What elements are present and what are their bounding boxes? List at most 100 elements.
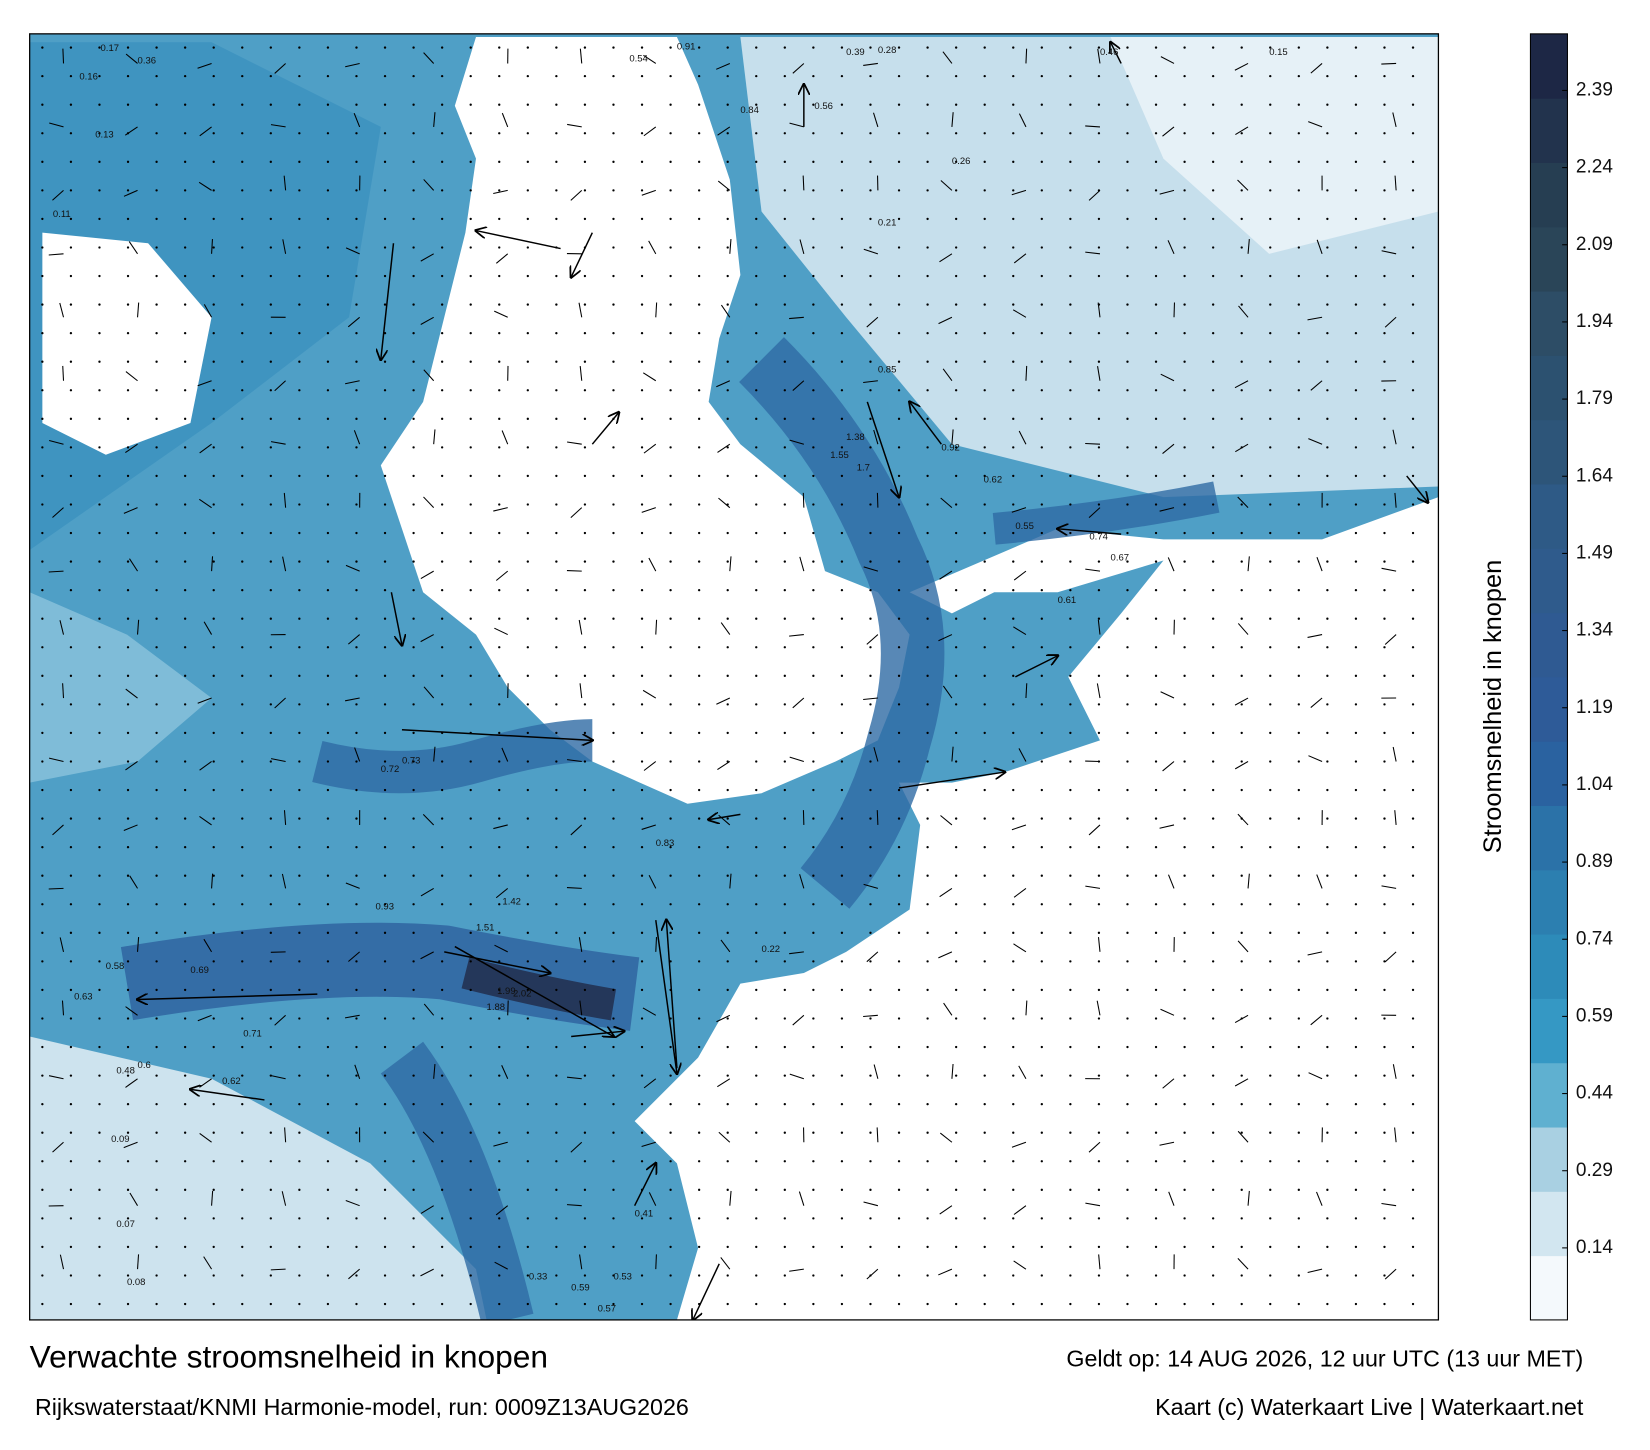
dot xyxy=(897,988,901,992)
dot xyxy=(1040,731,1043,735)
dot xyxy=(69,103,73,106)
flow-tick xyxy=(1310,380,1323,391)
dot xyxy=(697,132,701,135)
flow-tick xyxy=(282,239,287,254)
dot xyxy=(1069,1160,1072,1163)
dot xyxy=(583,446,587,449)
dot xyxy=(69,646,73,649)
dot xyxy=(812,132,815,135)
dot xyxy=(469,1131,472,1134)
flow-tick xyxy=(199,443,212,454)
dot xyxy=(183,760,187,763)
dot xyxy=(1383,617,1386,620)
dot xyxy=(783,874,786,877)
dot xyxy=(583,960,587,963)
dot xyxy=(1126,874,1129,877)
flow-tick xyxy=(59,620,65,635)
dot xyxy=(1297,874,1300,877)
dot xyxy=(954,931,958,934)
flow-tick xyxy=(1308,438,1323,445)
dot xyxy=(669,417,672,420)
dot xyxy=(1269,1131,1272,1134)
dot xyxy=(1326,246,1329,249)
flow-tick xyxy=(274,1014,286,1026)
dot xyxy=(926,560,929,563)
flow-tick xyxy=(570,189,583,201)
dot xyxy=(869,474,872,478)
dot xyxy=(126,74,130,78)
value-label: 0.46 xyxy=(1100,47,1119,58)
dot xyxy=(1069,160,1072,163)
dot xyxy=(98,189,101,192)
dot xyxy=(840,845,844,849)
dot xyxy=(869,788,872,792)
dot xyxy=(1069,874,1072,877)
dot xyxy=(1069,246,1072,249)
dot xyxy=(1012,903,1015,906)
dot xyxy=(469,874,472,877)
dot xyxy=(1183,988,1186,992)
dot xyxy=(983,417,986,420)
dot xyxy=(1183,1045,1186,1049)
dot xyxy=(440,417,444,420)
flow-tick xyxy=(1085,251,1101,255)
dot xyxy=(812,417,815,420)
dot xyxy=(269,189,272,192)
dot xyxy=(498,474,501,478)
dot xyxy=(498,246,501,249)
dot xyxy=(1183,189,1186,192)
dot xyxy=(1297,731,1300,735)
flow-arrow xyxy=(666,920,678,1069)
dot xyxy=(69,760,73,763)
dot xyxy=(212,674,215,677)
flow-tick xyxy=(1308,121,1323,128)
dot xyxy=(212,274,215,278)
dot xyxy=(241,1217,244,1220)
dot xyxy=(1240,331,1243,335)
dot xyxy=(241,503,244,506)
dot xyxy=(1211,417,1215,420)
dot xyxy=(212,417,215,420)
dot xyxy=(812,531,815,535)
dot xyxy=(269,1017,272,1020)
dot xyxy=(869,531,872,535)
dot xyxy=(1240,760,1243,763)
dot xyxy=(440,331,444,335)
flow-tick xyxy=(717,761,731,771)
map-title: Verwachte stroomsnelheid in knopen xyxy=(30,1339,548,1375)
dot xyxy=(41,503,44,506)
dot xyxy=(1354,646,1358,649)
dot xyxy=(241,160,244,163)
dot xyxy=(1269,217,1272,221)
dot xyxy=(355,1217,358,1220)
dot xyxy=(326,246,330,249)
dot xyxy=(126,1217,130,1220)
dot xyxy=(1211,103,1215,106)
dot xyxy=(697,1274,701,1277)
flow-tick xyxy=(1159,824,1175,829)
flow-tick xyxy=(1025,1000,1028,1016)
dot xyxy=(783,360,786,363)
dot xyxy=(98,703,101,706)
dot xyxy=(212,531,215,535)
dot xyxy=(526,560,529,563)
dot xyxy=(1411,1045,1415,1049)
dot xyxy=(954,160,958,163)
dot xyxy=(926,274,929,278)
flow-tick xyxy=(345,247,360,255)
dot xyxy=(155,1302,158,1306)
dot xyxy=(783,760,786,763)
dot xyxy=(1126,1131,1129,1134)
flow-tick xyxy=(1088,1141,1101,1153)
flow-tick xyxy=(1394,1127,1397,1143)
dot xyxy=(440,703,444,706)
dot xyxy=(1211,132,1215,135)
value-label: 0.41 xyxy=(635,1208,654,1219)
dot xyxy=(1326,189,1329,192)
dot xyxy=(1326,389,1329,392)
dot xyxy=(1269,1045,1272,1049)
dot xyxy=(897,74,901,78)
dot xyxy=(1383,531,1386,535)
dot xyxy=(1411,417,1415,420)
dot xyxy=(1240,703,1243,706)
